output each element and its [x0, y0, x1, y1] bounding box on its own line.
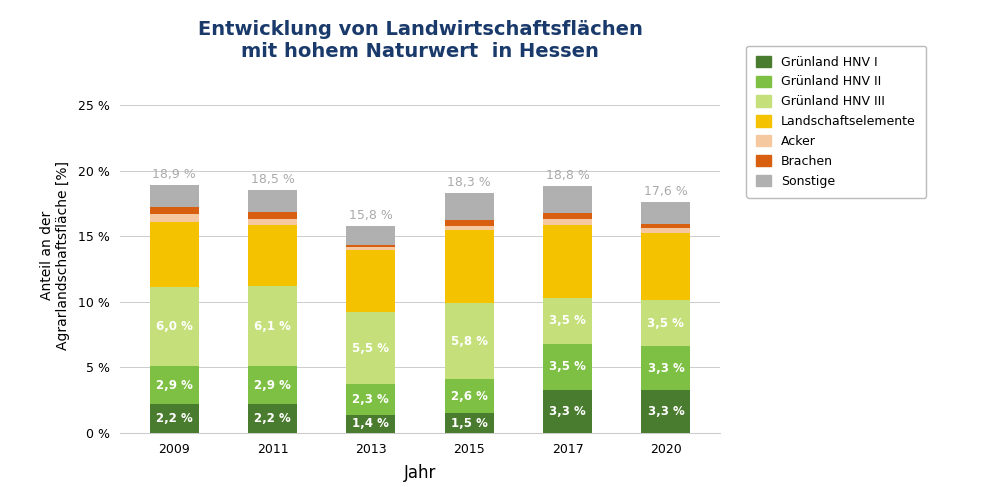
Text: 17,6 %: 17,6 %	[644, 185, 688, 198]
Bar	[445, 230, 494, 303]
Bar	[346, 226, 395, 245]
Y-axis label: Anteil an der
Agrarlandschaftsfläche [%]: Anteil an der Agrarlandschaftsfläche [%]	[40, 161, 70, 350]
Text: 2,9 %: 2,9 %	[254, 378, 291, 392]
Text: 2,9 %: 2,9 %	[156, 378, 193, 392]
Text: 3,3 %: 3,3 %	[549, 405, 586, 418]
Text: 15,8 %: 15,8 %	[349, 209, 393, 222]
Bar	[641, 233, 690, 301]
Text: 3,5 %: 3,5 %	[549, 314, 586, 327]
Bar	[346, 245, 395, 246]
Text: 5,5 %: 5,5 %	[352, 342, 389, 355]
X-axis label: Jahr: Jahr	[404, 464, 436, 482]
Bar	[346, 415, 395, 433]
Text: 5,8 %: 5,8 %	[451, 335, 488, 348]
Bar	[445, 193, 494, 220]
Bar	[248, 219, 297, 225]
Bar	[346, 246, 395, 250]
Bar	[248, 366, 297, 404]
Bar	[543, 186, 592, 213]
Text: 3,5 %: 3,5 %	[647, 317, 684, 330]
Bar	[346, 250, 395, 312]
Bar	[641, 390, 690, 433]
Bar	[150, 222, 199, 287]
Text: 1,5 %: 1,5 %	[451, 417, 488, 430]
Text: 6,1 %: 6,1 %	[254, 319, 291, 333]
Bar	[248, 190, 297, 212]
Text: 18,3 %: 18,3 %	[447, 176, 491, 189]
Bar	[150, 366, 199, 404]
Bar	[445, 303, 494, 379]
Bar	[346, 384, 395, 415]
Text: 3,3 %: 3,3 %	[648, 362, 684, 374]
Text: 18,9 %: 18,9 %	[152, 168, 196, 181]
Text: 18,5 %: 18,5 %	[251, 173, 294, 186]
Legend: Grünland HNV I, Grünland HNV II, Grünland HNV III, Landschaftselemente, Acker, B: Grünland HNV I, Grünland HNV II, Grünlan…	[746, 46, 926, 198]
Bar	[150, 214, 199, 222]
Bar	[641, 301, 690, 346]
Bar	[150, 207, 199, 214]
Bar	[248, 212, 297, 219]
Bar	[150, 185, 199, 207]
Bar	[346, 312, 395, 384]
Text: 2,3 %: 2,3 %	[352, 393, 389, 406]
Bar	[543, 225, 592, 298]
Bar	[641, 346, 690, 390]
Bar	[445, 379, 494, 413]
Text: 6,0 %: 6,0 %	[156, 320, 193, 333]
Bar	[445, 413, 494, 433]
Text: 2,2 %: 2,2 %	[254, 412, 291, 425]
Bar	[543, 344, 592, 390]
Bar	[641, 224, 690, 228]
Text: 2,6 %: 2,6 %	[451, 390, 488, 403]
Bar	[445, 220, 494, 226]
Text: 2,2 %: 2,2 %	[156, 412, 192, 425]
Bar	[543, 390, 592, 433]
Bar	[248, 225, 297, 286]
Bar	[248, 404, 297, 433]
Bar	[248, 286, 297, 366]
Bar	[543, 219, 592, 225]
Bar	[543, 298, 592, 344]
Text: 1,4 %: 1,4 %	[352, 417, 389, 430]
Bar	[641, 228, 690, 233]
Text: 18,8 %: 18,8 %	[546, 169, 589, 183]
Bar	[641, 202, 690, 224]
Text: 3,3 %: 3,3 %	[648, 405, 684, 418]
Text: Entwicklung von Landwirtschaftsflächen
mit hohem Naturwert  in Hessen: Entwicklung von Landwirtschaftsflächen m…	[198, 20, 642, 61]
Bar	[150, 404, 199, 433]
Bar	[150, 287, 199, 366]
Text: 3,5 %: 3,5 %	[549, 360, 586, 373]
Bar	[445, 226, 494, 230]
Bar	[543, 213, 592, 219]
